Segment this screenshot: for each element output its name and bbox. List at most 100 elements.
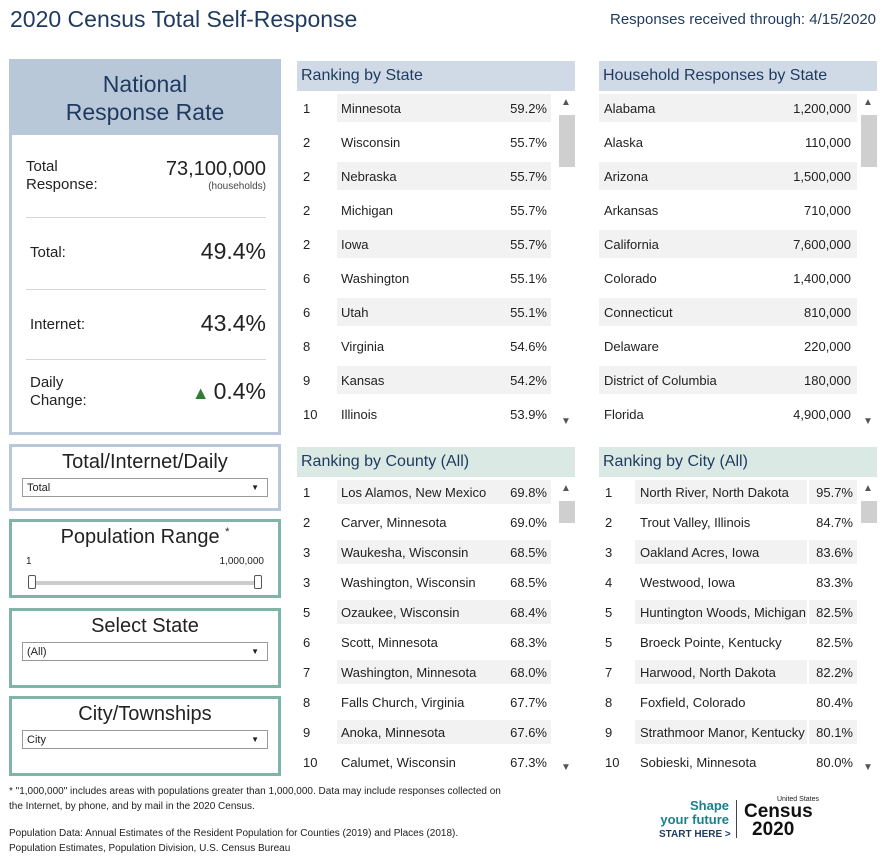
rank-cell: 1: [605, 485, 613, 500]
range-slider-max-handle[interactable]: [254, 575, 262, 589]
census-2020-logo[interactable]: Shape your future START HERE > United St…: [659, 796, 819, 840]
table-row[interactable]: 7 Harwood, North Dakota 82.2%: [599, 657, 877, 687]
table-row[interactable]: Florida 4,900,000: [599, 397, 877, 431]
scroll-up-icon[interactable]: ▲: [863, 483, 873, 494]
value-cell: 53.9%: [510, 407, 547, 422]
page-title: 2020 Census Total Self-Response: [10, 6, 358, 32]
row-stripe: [337, 230, 551, 258]
name-cell: Westwood, Iowa: [640, 575, 736, 590]
table-row[interactable]: Connecticut 810,000: [599, 295, 877, 329]
name-cell: Anoka, Minnesota: [341, 725, 446, 740]
name-cell: Florida: [604, 407, 644, 422]
scroll-thumb[interactable]: [559, 501, 575, 523]
table-row[interactable]: 9 Kansas 54.2%: [297, 363, 575, 397]
table-row[interactable]: 9 Anoka, Minnesota 67.6%: [297, 717, 575, 747]
table-row[interactable]: Colorado 1,400,000: [599, 261, 877, 295]
name-cell: Kansas: [341, 373, 385, 388]
table-row[interactable]: 10 Calumet, Wisconsin 67.3%: [297, 747, 575, 777]
range-min-label: 1: [26, 556, 32, 567]
scroll-down-icon[interactable]: ▼: [561, 762, 571, 773]
scroll-up-icon[interactable]: ▲: [561, 483, 571, 494]
table-row[interactable]: 1 North River, North Dakota 95.7%: [599, 477, 877, 507]
name-cell: Illinois: [341, 407, 378, 422]
scroll-down-icon[interactable]: ▼: [863, 762, 873, 773]
household-scrollbar[interactable]: ▲ ▼: [859, 91, 877, 431]
rank-cell: 8: [303, 695, 311, 710]
name-cell: Washington, Wisconsin: [341, 575, 476, 590]
range-slider-track[interactable]: [32, 581, 258, 585]
internet-rate-value: 43.4%: [200, 310, 266, 336]
scroll-down-icon[interactable]: ▼: [561, 416, 571, 427]
table-row[interactable]: California 7,600,000: [599, 227, 877, 261]
county-scrollbar[interactable]: ▲ ▼: [557, 477, 575, 777]
scroll-thumb[interactable]: [861, 501, 877, 523]
table-row[interactable]: 2 Nebraska 55.7%: [297, 159, 575, 193]
table-row[interactable]: 6 Washington 55.1%: [297, 261, 575, 295]
scroll-up-icon[interactable]: ▲: [863, 97, 873, 108]
table-row[interactable]: Delaware 220,000: [599, 329, 877, 363]
value-cell: 80.1%: [816, 725, 853, 740]
table-row[interactable]: 3 Oakland Acres, Iowa 83.6%: [599, 537, 877, 567]
table-row[interactable]: 3 Waukesha, Wisconsin 68.5%: [297, 537, 575, 567]
table-row[interactable]: 6 Utah 55.1%: [297, 295, 575, 329]
table-row[interactable]: Arkansas 710,000: [599, 193, 877, 227]
table-row[interactable]: 6 Scott, Minnesota 68.3%: [297, 627, 575, 657]
table-row[interactable]: 10 Illinois 53.9%: [297, 397, 575, 431]
table-row[interactable]: 4 Westwood, Iowa 83.3%: [599, 567, 877, 597]
scroll-thumb[interactable]: [559, 115, 575, 167]
up-arrow-icon: ▲: [191, 383, 210, 403]
table-row[interactable]: Alaska 110,000: [599, 125, 877, 159]
scroll-thumb[interactable]: [861, 115, 877, 167]
as-of-date: Responses received through: 4/15/2020: [609, 11, 876, 28]
value-cell: 1,200,000: [793, 101, 851, 116]
row-stripe: [809, 600, 857, 624]
table-row[interactable]: 2 Carver, Minnesota 69.0%: [297, 507, 575, 537]
table-row[interactable]: 2 Iowa 55.7%: [297, 227, 575, 261]
scroll-down-icon[interactable]: ▼: [863, 416, 873, 427]
start-here-link[interactable]: START HERE >: [659, 829, 731, 840]
table-row[interactable]: 5 Broeck Pointe, Kentucky 82.5%: [599, 627, 877, 657]
table-row[interactable]: 5 Ozaukee, Wisconsin 68.4%: [297, 597, 575, 627]
table-row[interactable]: 1 Los Alamos, New Mexico 69.8%: [297, 477, 575, 507]
name-cell: Falls Church, Virginia: [341, 695, 465, 710]
row-stripe: [809, 480, 857, 504]
value-cell: 80.4%: [816, 695, 853, 710]
row-stripe: [635, 480, 807, 504]
value-cell: 54.2%: [510, 373, 547, 388]
value-cell: 1,500,000: [793, 169, 851, 184]
value-cell: 82.2%: [816, 665, 853, 680]
name-cell: North River, North Dakota: [640, 485, 789, 500]
table-row[interactable]: 2 Wisconsin 55.7%: [297, 125, 575, 159]
table-row[interactable]: Arizona 1,500,000: [599, 159, 877, 193]
table-row[interactable]: 8 Foxfield, Colorado 80.4%: [599, 687, 877, 717]
rank-cell: 5: [303, 605, 311, 620]
state-filter: Select State (All) ▼: [9, 608, 281, 688]
city-filter-title: City/Townships: [78, 703, 212, 725]
city-select[interactable]: City ▼: [22, 730, 268, 749]
table-row[interactable]: 2 Trout Valley, Illinois 84.7%: [599, 507, 877, 537]
name-cell: Los Alamos, New Mexico: [341, 485, 487, 500]
table-row[interactable]: 8 Falls Church, Virginia 67.7%: [297, 687, 575, 717]
measure-select[interactable]: Total ▼: [22, 478, 268, 497]
state-select[interactable]: (All) ▼: [22, 642, 268, 661]
rank-cell: 4: [605, 575, 613, 590]
name-cell: Wisconsin: [341, 135, 401, 150]
rank-cell: 1: [303, 101, 311, 116]
name-cell: Ozaukee, Wisconsin: [341, 605, 460, 620]
table-row[interactable]: District of Columbia 180,000: [599, 363, 877, 397]
table-row[interactable]: 2 Michigan 55.7%: [297, 193, 575, 227]
table-row[interactable]: 9 Strathmoor Manor, Kentucky 80.1%: [599, 717, 877, 747]
table-row[interactable]: 5 Huntington Woods, Michigan 82.5%: [599, 597, 877, 627]
scroll-up-icon[interactable]: ▲: [561, 97, 571, 108]
range-slider-min-handle[interactable]: [28, 575, 36, 589]
table-row[interactable]: 7 Washington, Minnesota 68.0%: [297, 657, 575, 687]
table-row[interactable]: 8 Virginia 54.6%: [297, 329, 575, 363]
table-row[interactable]: 10 Sobieski, Minnesota 80.0%: [599, 747, 877, 777]
table-row[interactable]: Alabama 1,200,000: [599, 91, 877, 125]
table-row[interactable]: 3 Washington, Wisconsin 68.5%: [297, 567, 575, 597]
row-stripe: [337, 162, 551, 190]
city-scrollbar[interactable]: ▲ ▼: [859, 477, 877, 777]
ranking-state-scrollbar[interactable]: ▲ ▼: [557, 91, 575, 431]
name-cell: Oakland Acres, Iowa: [640, 545, 760, 560]
table-row[interactable]: 1 Minnesota 59.2%: [297, 91, 575, 125]
